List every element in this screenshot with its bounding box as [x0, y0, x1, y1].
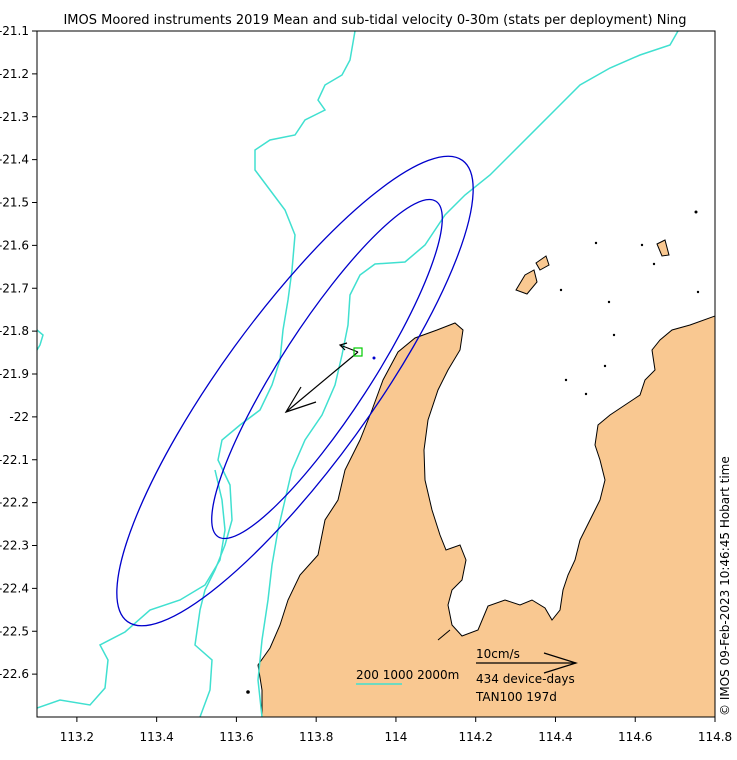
variance-ellipse-outer: [116, 155, 474, 627]
islet-j: [564, 378, 568, 382]
y-tick-label: -21.5: [0, 196, 29, 210]
x-tick-label: 114.8: [698, 730, 732, 744]
y-tick-label: -22.2: [0, 496, 29, 510]
y-tick-label: -21.7: [0, 281, 29, 295]
islet-e: [559, 288, 563, 292]
isobath-200m: [257, 31, 679, 717]
islet-a: [694, 210, 698, 214]
y-tick-label: -21.8: [0, 324, 29, 338]
land-mainland: [257, 315, 715, 717]
x-axis: 113.2 113.4 113.6 113.8 114 114.2 114.4 114.6 11…: [60, 717, 732, 744]
x-tick-label: 114: [384, 730, 407, 744]
isobath-2000m: [37, 329, 44, 351]
islet-g: [696, 290, 700, 294]
isobath-2000m-south: [37, 469, 226, 709]
y-tick-label: -21.3: [0, 110, 29, 124]
islet-c: [640, 243, 644, 247]
y-tick-label: -21.1: [0, 24, 29, 38]
y-tick-label: -21.4: [0, 153, 29, 167]
y-tick-label: -21.2: [0, 67, 29, 81]
map-plot-area: [37, 31, 715, 717]
variance-ellipse-inner: [211, 198, 443, 540]
x-tick-label: 113.8: [299, 730, 333, 744]
station-label: TAN100 197d: [475, 690, 557, 704]
device-days-label: 434 device-days: [476, 672, 575, 686]
islet-k: [584, 392, 588, 396]
y-tick-label: -21.9: [0, 367, 29, 381]
island-3: [656, 239, 670, 257]
x-tick-label: 114.2: [459, 730, 493, 744]
scale-arrow: [476, 652, 579, 674]
islet-i: [603, 364, 607, 368]
islet-d: [652, 262, 656, 266]
y-tick-label: -22.5: [0, 624, 29, 638]
timestamp-stamp: © IMOS 09-Feb-2023 10:46:45 Hobart time: [718, 456, 732, 716]
islet-f: [607, 300, 611, 304]
islet-l: [246, 690, 250, 694]
y-tick-label: -21.6: [0, 238, 29, 252]
islet-b: [594, 241, 598, 245]
island-1: [515, 269, 538, 295]
mooring-dot: [372, 356, 376, 360]
x-tick-label: 113.2: [60, 730, 94, 744]
x-tick-label: 113.6: [219, 730, 253, 744]
y-tick-label: -22.3: [0, 539, 29, 553]
isobath-legend-label: 200 1000 2000m: [356, 668, 459, 682]
y-tick-label: -22.6: [0, 667, 29, 681]
map-title: IMOS Moored instruments 2019 Mean and su…: [63, 13, 686, 28]
y-tick-label: -22: [9, 410, 29, 424]
y-axis: -21.1 -21.2 -21.3 -21.4 -21.5 -21.6 -21.7 -21.8…: [0, 24, 37, 681]
mooring-marker-tan100[interactable]: [353, 347, 363, 357]
x-tick-label: 113.4: [139, 730, 173, 744]
y-tick-label: -22.4: [0, 581, 29, 595]
x-tick-label: 114.4: [538, 730, 572, 744]
scale-arrow-label: 10cm/s: [476, 647, 520, 661]
coast-spit: [437, 629, 451, 641]
subtidal-velocity-arrow: [338, 342, 359, 353]
x-tick-label: 114.6: [618, 730, 652, 744]
islet-h: [612, 333, 616, 337]
island-2: [535, 255, 550, 271]
y-tick-label: -22.1: [0, 453, 29, 467]
isobath-1000m: [194, 31, 356, 717]
mean-velocity-arrow: [284, 351, 359, 414]
